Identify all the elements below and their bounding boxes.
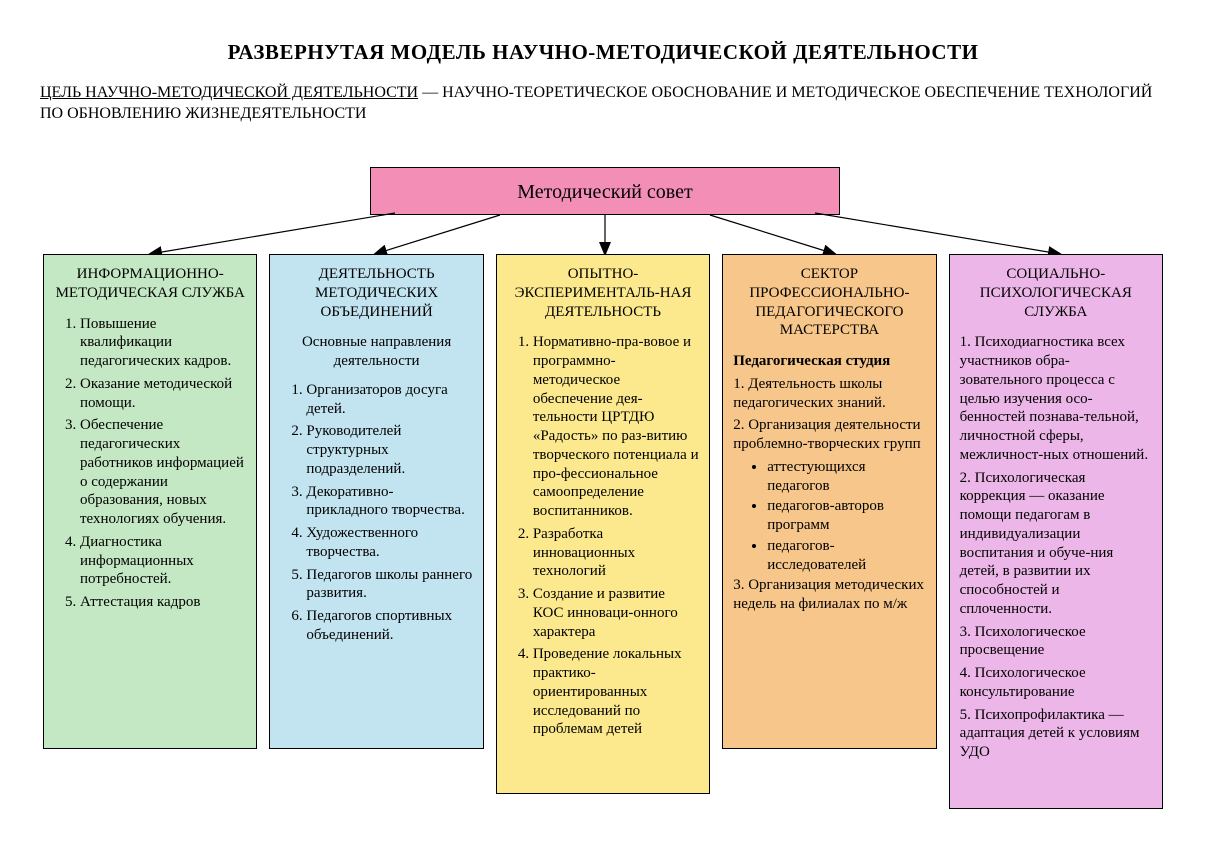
box-item: Нормативно-пра-вовое и программно-методи…: [533, 333, 699, 521]
box-bullets: аттестующихся педагоговпедагогов-авторов…: [733, 458, 925, 575]
box-item: 1. Деятельность школы педагогических зна…: [733, 375, 925, 413]
box-item: 2. Организация деятельности проблемно-тв…: [733, 416, 925, 454]
box-heading: СОЦИАЛЬНО-ПСИХОЛОГИЧЕСКАЯ СЛУЖБА: [960, 265, 1152, 321]
column-box-5: СОЦИАЛЬНО-ПСИХОЛОГИЧЕСКАЯ СЛУЖБА 1. Психо…: [949, 254, 1163, 809]
box-item: Аттестация кадров: [80, 593, 246, 612]
column-box-1: ИНФОРМАЦИОННО-МЕТОДИЧЕСКАЯ СЛУЖБА Повышен…: [43, 254, 257, 749]
goal-underlined: ЦЕЛЬ НАУЧНО-МЕТОДИЧЕСКОЙ ДЕЯТЕЛЬНОСТИ: [40, 84, 418, 101]
column-box-3: ОПЫТНО-ЭКСПЕРИМЕНТАЛЬ-НАЯ ДЕЯТЕЛЬНОСТЬ Но…: [496, 254, 710, 794]
box-list: Организаторов досуга детей.Руководителей…: [280, 381, 472, 645]
goal-statement: ЦЕЛЬ НАУЧНО-МЕТОДИЧЕСКОЙ ДЕЯТЕЛЬНОСТИ — …: [40, 83, 1166, 125]
box-item: 2. Психологическая коррекция — оказание …: [960, 469, 1152, 619]
box-item: 3. Психологическое просвещение: [960, 623, 1152, 661]
box-item: 1. Психодиагностика всех участников обра…: [960, 333, 1152, 464]
box-bold-sub: Педагогическая студия: [733, 352, 925, 371]
box-item: Декоративно-прикладного творчества.: [306, 483, 472, 521]
box-list: Повышение квалификации педагогических ка…: [54, 315, 246, 612]
box-subheading: Основные направления деятельности: [280, 333, 472, 371]
box-heading: ДЕЯТЕЛЬНОСТЬ МЕТОДИЧЕСКИХ ОБЪЕДИНЕНИЙ: [280, 265, 472, 321]
box-bullet-item: аттестующихся педагогов: [767, 458, 925, 496]
box-item: 5. Психопрофилактика — адаптация детей к…: [960, 706, 1152, 762]
box-bullet-item: педагогов-исследователей: [767, 537, 925, 575]
box-heading: СЕКТОР ПРОФЕССИОНАЛЬНО-ПЕДАГОГИЧЕСКОГО М…: [733, 265, 925, 340]
central-box: Методический совет: [370, 167, 840, 215]
box-item: 3. Организация методических недель на фи…: [733, 576, 925, 614]
box-item: 4. Психологическое консультирование: [960, 664, 1152, 702]
box-item: Руководителей структурных подразделений.: [306, 422, 472, 478]
box-heading: ОПЫТНО-ЭКСПЕРИМЕНТАЛЬ-НАЯ ДЕЯТЕЛЬНОСТЬ: [507, 265, 699, 321]
box-item: Художественного творчества.: [306, 524, 472, 562]
box-item: Организаторов досуга детей.: [306, 381, 472, 419]
box-list: Нормативно-пра-вовое и программно-методи…: [507, 333, 699, 739]
boxes-row: ИНФОРМАЦИОННО-МЕТОДИЧЕСКАЯ СЛУЖБА Повышен…: [43, 254, 1163, 809]
column-box-2: ДЕЯТЕЛЬНОСТЬ МЕТОДИЧЕСКИХ ОБЪЕДИНЕНИЙ Осн…: [269, 254, 483, 749]
box-item: Повышение квалификации педагогических ка…: [80, 315, 246, 371]
box-item: Создание и развитие КОС инноваци-онного …: [533, 585, 699, 641]
page-title: РАЗВЕРНУТАЯ МОДЕЛЬ НАУЧНО-МЕТОДИЧЕСКОЙ Д…: [40, 40, 1166, 65]
box-heading: ИНФОРМАЦИОННО-МЕТОДИЧЕСКАЯ СЛУЖБА: [54, 265, 246, 303]
box-item: Проведение локальных практико-ориентиров…: [533, 645, 699, 739]
box-item: Педагогов школы раннего развития.: [306, 566, 472, 604]
box-item: Разработка инновационных технологий: [533, 525, 699, 581]
box-item: Обеспечение педагогических работников ин…: [80, 416, 246, 529]
box-bullet-item: педагогов-авторов программ: [767, 497, 925, 535]
column-box-4: СЕКТОР ПРОФЕССИОНАЛЬНО-ПЕДАГОГИЧЕСКОГО М…: [722, 254, 936, 749]
box-item: Диагностика информационных потребностей.: [80, 533, 246, 589]
box-item: Оказание методической помощи.: [80, 375, 246, 413]
box-item: Педагогов спортивных объединений.: [306, 607, 472, 645]
